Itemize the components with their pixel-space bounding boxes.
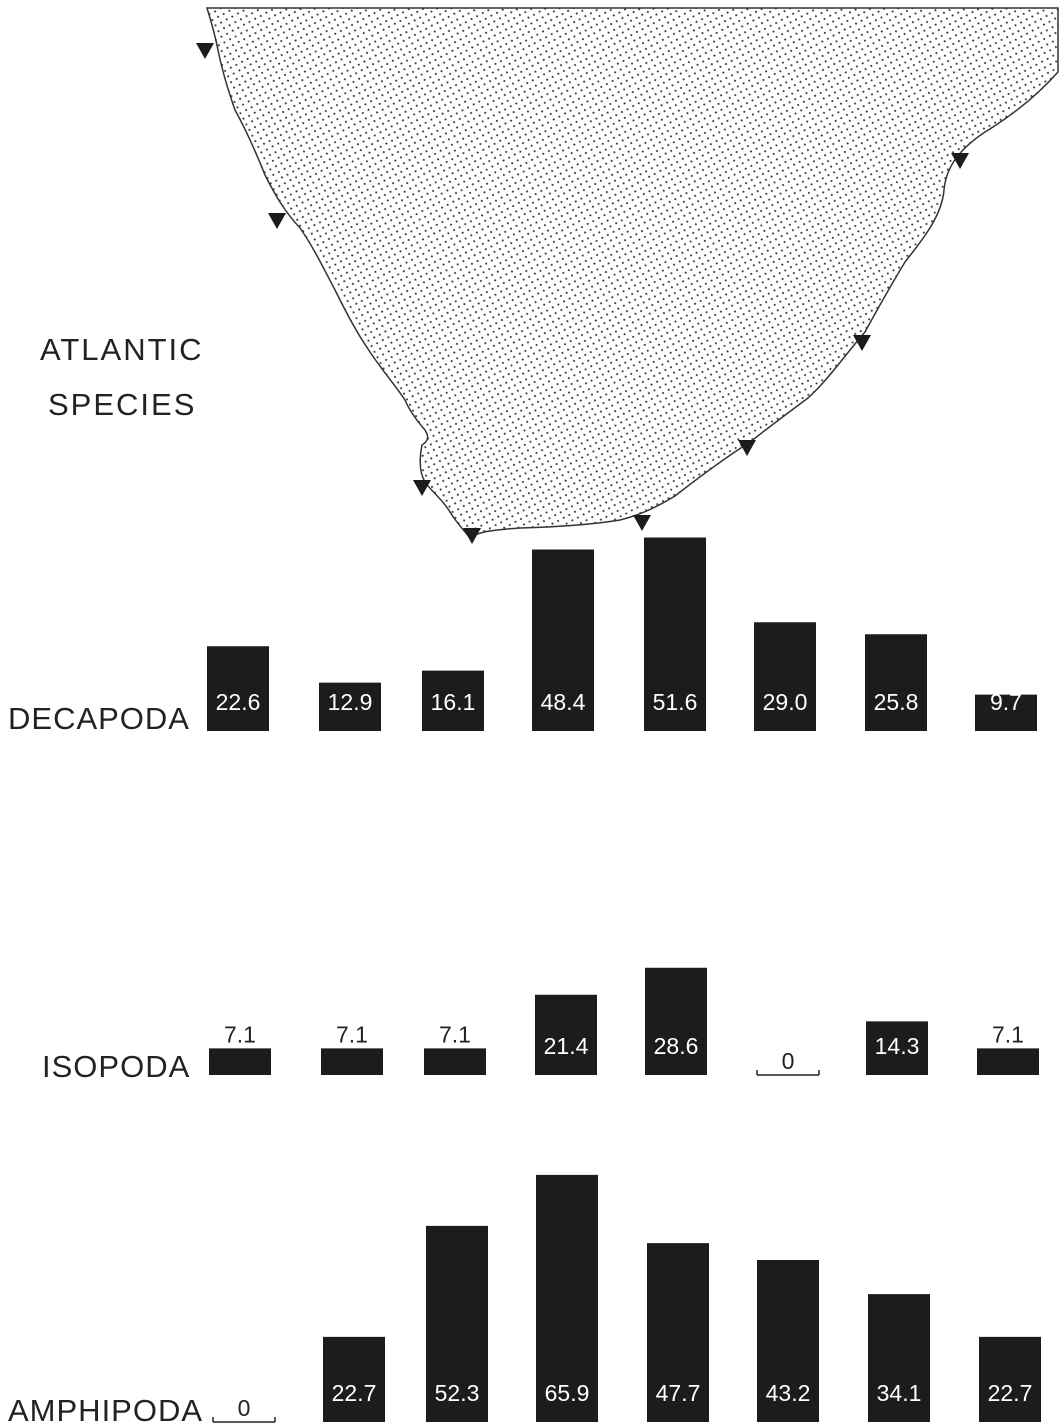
decapoda-bar (422, 670, 484, 731)
amphipoda-value-label: 43.2 (766, 1380, 811, 1406)
coastline-outline (205, 7, 1059, 540)
decapoda-value-label: 16.1 (431, 689, 476, 715)
title-line-1: ATLANTIC (40, 332, 204, 367)
amphipoda-bar (979, 1336, 1041, 1422)
decapoda-bar (207, 646, 269, 731)
decapoda-bar (644, 537, 706, 731)
coastal-markers (196, 43, 969, 544)
decapoda-row-label: DECAPODA (8, 701, 190, 736)
coast-marker-icon (196, 43, 214, 59)
decapoda-value-label: 25.8 (874, 689, 919, 715)
coast-marker-icon (463, 528, 481, 544)
isopoda-value-label: 7.1 (439, 1021, 471, 1047)
isopoda-value-label: 7.1 (336, 1021, 368, 1047)
coast-marker-icon (413, 480, 431, 496)
decapoda-value-label: 9.7 (990, 689, 1022, 715)
isopoda-bar (321, 1048, 383, 1075)
amphipoda-value-label: 22.7 (332, 1380, 377, 1406)
decapoda-value-label: 48.4 (541, 689, 586, 715)
amphipoda-bar-row: AMPHIPODA 0 22.7 52.3 65.9 47.7 43.2 34.1 22.7 (8, 1174, 1041, 1426)
amphipoda-row-label: AMPHIPODA (8, 1393, 203, 1426)
amphipoda-bar (647, 1243, 709, 1422)
amphipoda-bar (323, 1336, 385, 1422)
decapoda-value-label: 29.0 (763, 689, 808, 715)
amphipoda-value-label: 22.7 (988, 1380, 1033, 1406)
isopoda-value-label: 7.1 (992, 1021, 1024, 1047)
isopoda-value-label: 14.3 (875, 1033, 920, 1059)
decapoda-bar-row: DECAPODA 22.6 12.9 16.1 48.4 51.6 29.0 25.8 9.7 (8, 537, 1037, 736)
amphipoda-bar (536, 1174, 598, 1422)
amphipoda-value-label: 0 (238, 1395, 251, 1421)
isopoda-value-label: 0 (782, 1048, 795, 1074)
isopoda-bar-row: ISOPODA 7.1 7.1 7.1 21.4 28.6 0 14.3 7.1 (42, 967, 1039, 1084)
decapoda-value-label: 51.6 (653, 689, 698, 715)
amphipoda-value-label: 65.9 (545, 1380, 590, 1406)
isopoda-bar (977, 1048, 1039, 1075)
coast-marker-icon (951, 153, 969, 169)
decapoda-bar (865, 634, 927, 731)
isopoda-bar (645, 967, 707, 1075)
decapoda-bar (319, 682, 381, 731)
decapoda-bar (532, 549, 594, 731)
isopoda-bar (535, 994, 597, 1075)
coast-marker-icon (738, 440, 756, 456)
amphipoda-value-label: 47.7 (656, 1380, 701, 1406)
isopoda-value-label: 28.6 (654, 1033, 699, 1059)
decapoda-bar (975, 694, 1037, 731)
coast-marker-icon (633, 515, 651, 531)
coast-marker-icon (853, 335, 871, 351)
amphipoda-bar (757, 1260, 819, 1422)
isopoda-value-label: 7.1 (224, 1021, 256, 1047)
isopoda-bar (209, 1048, 271, 1075)
decapoda-value-label: 22.6 (216, 689, 261, 715)
isopoda-bar (866, 1021, 928, 1075)
amphipoda-bar (868, 1294, 930, 1422)
amphipoda-value-label: 34.1 (877, 1380, 922, 1406)
amphipoda-value-label: 52.3 (435, 1380, 480, 1406)
coast-marker-icon (268, 213, 286, 229)
decapoda-value-label: 12.9 (328, 689, 373, 715)
amphipoda-bar (426, 1225, 488, 1422)
isopoda-value-label: 21.4 (544, 1033, 589, 1059)
isopoda-bar (424, 1048, 486, 1075)
decapoda-bar (754, 622, 816, 731)
title-line-2: SPECIES (48, 387, 196, 422)
isopoda-row-label: ISOPODA (42, 1049, 190, 1084)
southern-africa-map (196, 7, 1059, 544)
